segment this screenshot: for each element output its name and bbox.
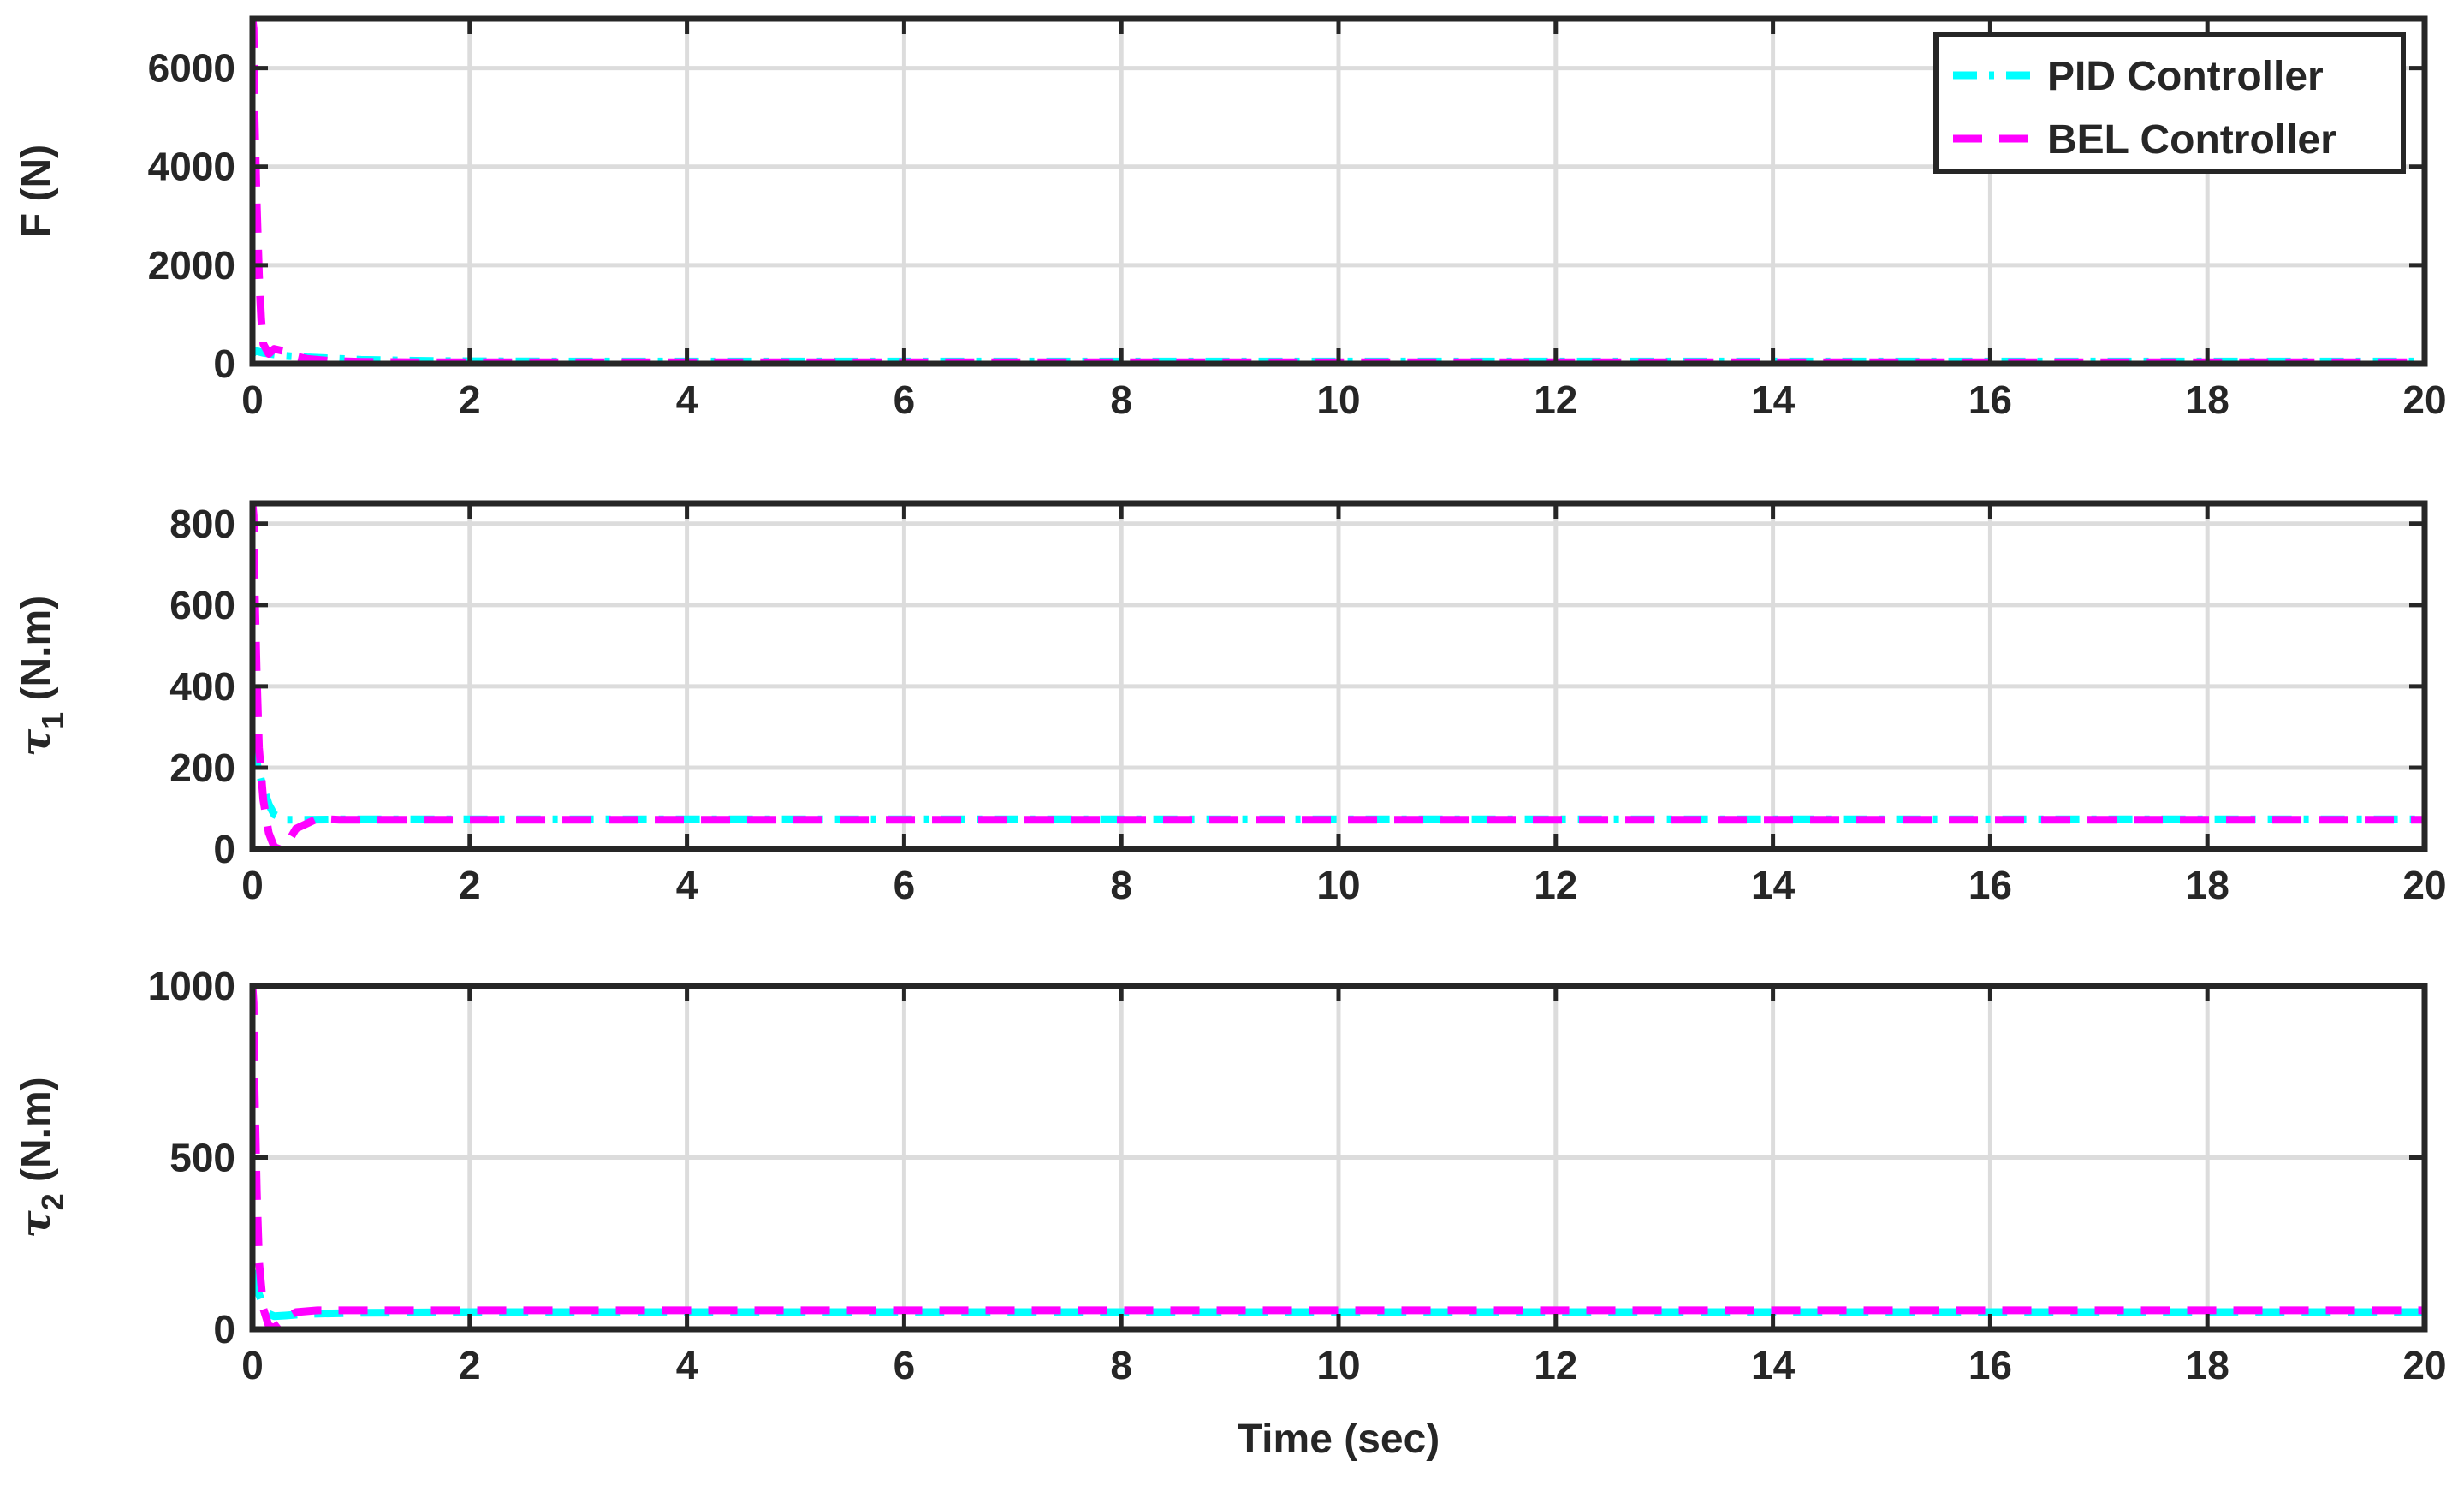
x-tick-label: 20	[2402, 377, 2446, 422]
x-tick-label: 14	[1751, 1343, 1796, 1387]
x-tick-label: 4	[676, 863, 698, 907]
x-tick-label: 6	[894, 863, 916, 907]
x-tick-label: 18	[2186, 377, 2229, 422]
x-tick-label: 0	[241, 377, 264, 422]
y-tick-label: 4000	[148, 145, 235, 189]
y-tick-label: 600	[169, 583, 235, 627]
series-line-bel	[252, 985, 2425, 1332]
y-tick-label: 500	[169, 1136, 235, 1180]
x-tick-label: 12	[1534, 863, 1577, 907]
x-tick-label: 10	[1316, 377, 1360, 422]
x-tick-label: 20	[2402, 1343, 2446, 1387]
legend-label-pid: PID Controller	[2047, 54, 2324, 99]
x-tick-label: 8	[1110, 1343, 1132, 1387]
x-tick-label: 14	[1751, 377, 1796, 422]
y-axis-label: τ2 (N.m)	[12, 1077, 70, 1238]
x-tick-label: 16	[1968, 1343, 2012, 1387]
y-axis-label-subscript: 2	[35, 1193, 70, 1210]
legend-label-bel: BEL Controller	[2047, 117, 2336, 163]
y-tick-label: 800	[169, 502, 235, 546]
y-tick-label: 0	[213, 827, 235, 871]
x-tick-label: 0	[241, 1343, 264, 1387]
x-tick-label: 8	[1110, 863, 1132, 907]
x-tick-label: 2	[459, 377, 481, 422]
x-axis-label: Time (sec)	[1238, 1417, 1440, 1462]
y-axis-label-symbol: τ	[12, 728, 60, 757]
y-tick-label: 6000	[148, 46, 235, 91]
x-tick-label: 16	[1968, 863, 2012, 907]
x-tick-label: 18	[2186, 1343, 2229, 1387]
y-axis-label: F (N)	[14, 145, 59, 238]
y-tick-label: 400	[169, 664, 235, 709]
y-axis-label-symbol: τ	[12, 1210, 60, 1238]
panel-1: 0 2 4 6 8 10 12 14 16 18 20 0 2000 4000 6000 F (N) PID C…	[14, 15, 2447, 422]
x-tick-label: 2	[459, 863, 481, 907]
x-tick-label: 12	[1534, 377, 1577, 422]
x-tick-label: 0	[241, 863, 264, 907]
legend: PID Controller BEL Controller	[1933, 32, 2406, 174]
y-axis-label-unit: (N.m)	[14, 1077, 59, 1193]
series-line-pid	[252, 742, 2425, 824]
x-tick-label: 12	[1534, 1343, 1577, 1387]
x-tick-label: 6	[894, 1343, 916, 1387]
x-tick-label: 4	[676, 377, 698, 422]
y-tick-label: 1000	[148, 964, 235, 1008]
x-tick-label: 2	[459, 1343, 481, 1387]
legend-box	[1933, 32, 2406, 174]
y-tick-label: 0	[213, 342, 235, 386]
y-axis-label-subscript: 1	[35, 712, 70, 729]
x-tick-label: 20	[2402, 863, 2446, 907]
x-tick-label: 10	[1316, 1343, 1360, 1387]
x-tick-label: 18	[2186, 863, 2229, 907]
y-axis-label-unit: (N.m)	[14, 596, 59, 712]
x-tick-label: 16	[1968, 377, 2012, 422]
x-tick-label: 10	[1316, 863, 1360, 907]
x-tick-label: 6	[894, 377, 916, 422]
x-tick-label: 14	[1751, 863, 1796, 907]
x-tick-label: 4	[676, 1343, 698, 1387]
x-tick-label: 8	[1110, 377, 1132, 422]
y-tick-label: 200	[169, 745, 235, 790]
series-line-bel	[252, 502, 2425, 852]
y-tick-label: 2000	[148, 243, 235, 288]
y-tick-label: 0	[213, 1307, 235, 1351]
y-axis-label: τ1 (N.m)	[12, 596, 70, 757]
